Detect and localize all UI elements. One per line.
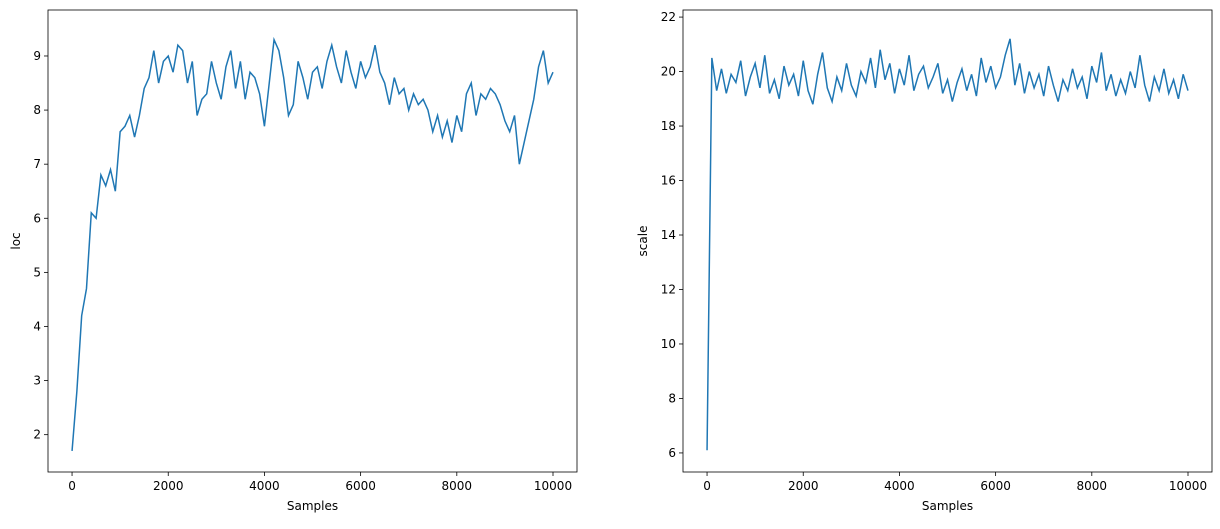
- x-tick-label: 6000: [980, 479, 1011, 493]
- y-tick-label: 6: [33, 211, 41, 225]
- y-tick-label: 9: [33, 49, 41, 63]
- y-tick-label: 20: [661, 65, 676, 79]
- trace-line: [71, 36, 554, 451]
- y-tick-label: 8: [668, 391, 676, 405]
- y-tick-label: 8: [33, 103, 41, 117]
- x-tick-label: 8000: [1077, 479, 1108, 493]
- x-tick-label: 4000: [884, 479, 915, 493]
- x-tick-label: 6000: [345, 479, 376, 493]
- x-tick-label: 10000: [534, 479, 572, 493]
- y-tick-label: 6: [668, 446, 676, 460]
- y-tick-label: 16: [661, 174, 676, 188]
- y-tick-label: 3: [33, 374, 41, 388]
- x-tick-label: 0: [703, 479, 711, 493]
- y-tick-label: 18: [661, 119, 676, 133]
- axes-frame: [682, 9, 1213, 473]
- x-axis-label: Samples: [287, 499, 338, 513]
- y-tick-label: 22: [661, 10, 676, 24]
- x-tick-label: 0: [68, 479, 76, 493]
- y-tick-label: 4: [33, 319, 41, 333]
- y-tick-label: 14: [661, 228, 676, 242]
- y-axis-label: scale: [636, 226, 650, 257]
- y-tick-label: 7: [33, 157, 41, 171]
- x-tick-label: 2000: [788, 479, 819, 493]
- axes-frame: [47, 9, 578, 473]
- x-axis-label: Samples: [922, 499, 973, 513]
- x-tick-label: 2000: [153, 479, 184, 493]
- trace-line: [706, 38, 1189, 451]
- y-tick-label: 12: [661, 282, 676, 296]
- y-tick-label: 2: [33, 428, 41, 442]
- y-axis-label: loc: [9, 232, 23, 249]
- x-tick-label: 8000: [442, 479, 473, 493]
- x-tick-label: 10000: [1169, 479, 1207, 493]
- y-tick-label: 10: [661, 337, 676, 351]
- y-tick-label: 5: [33, 265, 41, 279]
- x-tick-label: 4000: [249, 479, 280, 493]
